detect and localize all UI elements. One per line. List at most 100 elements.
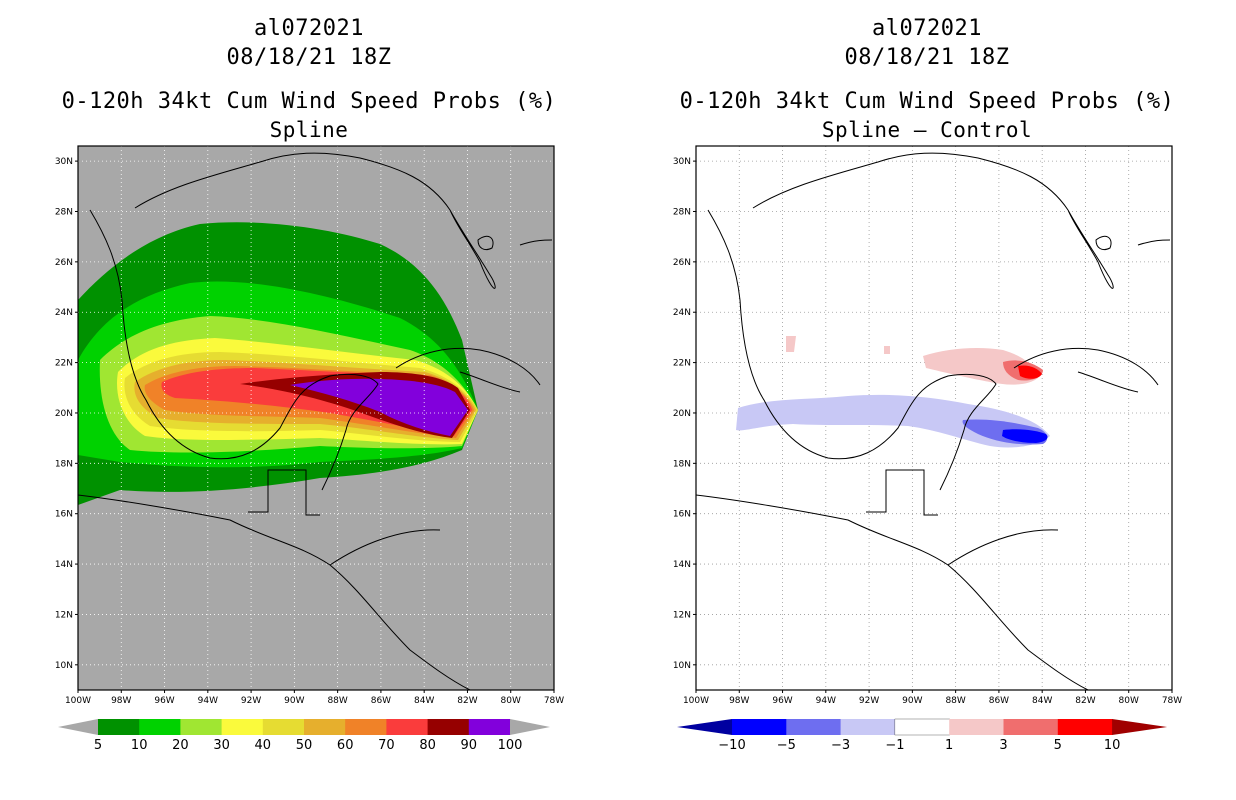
lon-label-100W: 100W <box>683 696 709 706</box>
lat-label-16N: 16N <box>55 510 73 520</box>
colorbar-box-3 <box>840 719 896 735</box>
lat-label-28N: 28N <box>55 207 73 217</box>
right-panel: al072021 08/18/21 18Z 0-120h 34kt Cum Wi… <box>618 0 1236 800</box>
colorbar-box-90 <box>468 719 511 735</box>
lon-label-96W: 96W <box>772 696 792 706</box>
prob-band-100 <box>330 381 465 434</box>
right-lat-labels: 10N 12N 14N 16N 18N 20N 22N 24N 26N 28N 30N <box>673 157 696 671</box>
lon-label-98W: 98W <box>729 696 749 706</box>
diff-pos-1c <box>884 346 890 354</box>
colorbar-label-50: 50 <box>296 738 313 753</box>
right-difference-shading <box>736 336 1050 448</box>
colorbar-label-2: −3 <box>831 738 850 753</box>
lat-label-10N: 10N <box>55 661 73 671</box>
lon-label-98W: 98W <box>111 696 131 706</box>
lat-label-12N: 12N <box>673 610 691 620</box>
lat-label-22N: 22N <box>55 359 73 369</box>
lat-label-20N: 20N <box>673 409 691 419</box>
colorbar-label-5: 3 <box>999 738 1007 753</box>
left-subtitle: Spline <box>269 118 349 142</box>
lat-label-26N: 26N <box>673 258 691 268</box>
lon-label-88W: 88W <box>327 696 347 706</box>
colorbar-label-4: 1 <box>945 738 953 753</box>
lon-label-86W: 86W <box>989 696 1009 706</box>
left-coastlines <box>78 152 553 690</box>
lat-label-30N: 30N <box>55 157 73 167</box>
colorbar-box-70 <box>386 719 429 735</box>
right-map-frame <box>695 145 1173 691</box>
colorbar-box-20 <box>180 719 223 735</box>
lat-label-26N: 26N <box>55 258 73 268</box>
colorbar-box-5 <box>949 719 1004 735</box>
colorbar-box-5 <box>98 719 140 735</box>
colorbar-label-20: 20 <box>172 738 189 753</box>
colorbar-left-end <box>677 719 732 735</box>
lon-label-80W: 80W <box>501 696 521 706</box>
colorbar-label-1: −5 <box>777 738 796 753</box>
diff-neg-5 <box>1002 429 1048 443</box>
lat-label-18N: 18N <box>55 459 73 469</box>
lat-label-10N: 10N <box>673 661 691 671</box>
lon-label-78W: 78W <box>544 696 564 706</box>
lon-label-80W: 80W <box>1119 696 1139 706</box>
right-product-title: 0-120h 34kt Cum Wind Speed Probs (%) <box>679 89 1175 114</box>
right-colorbar: −10 −5 −3 −1 1 3 5 10 <box>677 718 1168 753</box>
left-map-frame <box>77 145 555 691</box>
colorbar-box-80 <box>427 719 470 735</box>
left-probability-shading <box>78 222 478 506</box>
diff-pos-5 <box>1018 365 1042 379</box>
lat-label-16N: 16N <box>673 510 691 520</box>
colorbar-label-100: 100 <box>498 738 523 753</box>
lon-label-94W: 94W <box>816 696 836 706</box>
colorbar-box-60 <box>345 719 387 735</box>
colorbar-box-50 <box>304 719 346 735</box>
colorbar-label-40: 40 <box>255 738 272 753</box>
lon-label-100W: 100W <box>65 696 91 706</box>
lat-label-18N: 18N <box>673 459 691 469</box>
colorbar-right-end <box>510 719 550 735</box>
lon-label-88W: 88W <box>945 696 965 706</box>
lat-label-30N: 30N <box>673 157 691 167</box>
colorbar-left-end <box>58 719 98 735</box>
colorbar-box-30 <box>221 719 264 735</box>
right-storm-id: al072021 <box>872 16 982 41</box>
colorbar-label-70: 70 <box>378 738 395 753</box>
right-lon-labels: 100W 98W 96W 94W 92W 90W 88W 86W 84W 82W 80W 78W <box>683 690 1182 706</box>
colorbar-box-40 <box>262 719 305 735</box>
colorbar-label-90: 90 <box>461 738 478 753</box>
lon-label-94W: 94W <box>198 696 218 706</box>
lon-label-84W: 84W <box>1032 696 1052 706</box>
lon-label-92W: 92W <box>241 696 261 706</box>
colorbar-box-4 <box>894 718 950 736</box>
diff-neg-1 <box>736 394 1050 448</box>
left-storm-id: al072021 <box>254 16 364 41</box>
lon-label-82W: 82W <box>457 696 477 706</box>
left-datetime: 08/18/21 18Z <box>226 45 392 70</box>
diff-pos-1b <box>786 336 796 352</box>
lat-label-28N: 28N <box>673 207 691 217</box>
colorbar-label-60: 60 <box>337 738 354 753</box>
colorbar-box-7 <box>1057 719 1113 735</box>
colorbar-label-5: 5 <box>94 738 102 753</box>
colorbar-box-10 <box>139 719 181 735</box>
right-coastlines <box>696 152 1171 690</box>
lon-label-92W: 92W <box>859 696 879 706</box>
lon-label-82W: 82W <box>1075 696 1095 706</box>
right-datetime: 08/18/21 18Z <box>844 45 1010 70</box>
lon-label-84W: 84W <box>414 696 434 706</box>
colorbar-right-end <box>1112 719 1168 735</box>
left-panel: al072021 08/18/21 18Z 0-120h 34kt Cum Wi… <box>55 16 564 753</box>
left-product-title: 0-120h 34kt Cum Wind Speed Probs (%) <box>61 89 557 114</box>
colorbar-label-3: −1 <box>885 738 904 753</box>
lon-label-96W: 96W <box>154 696 174 706</box>
right-subtitle: Spline – Control <box>821 118 1033 142</box>
lat-label-14N: 14N <box>673 560 691 570</box>
left-lat-labels: 10N 12N 14N 16N 18N 20N 22N 24N 26N 28N 30N <box>55 157 78 671</box>
diff-pos-1a <box>923 348 1038 385</box>
right-map: 10N 12N 14N 16N 18N 20N 22N 24N 26N 28N 30N 100W 98… <box>673 145 1182 753</box>
left-map: 10N 12N 14N 16N 18N 20N 22N 24N 26N 28N 30N 100W 98… <box>55 145 564 753</box>
left-colorbar: 5 10 20 30 40 50 60 70 80 90 100 <box>58 719 550 753</box>
left-lon-labels: 100W 98W 96W 94W 92W 90W 88W 86W 84W 82W 80W 78W <box>65 690 564 706</box>
lat-label-20N: 20N <box>55 409 73 419</box>
lat-label-12N: 12N <box>55 610 73 620</box>
